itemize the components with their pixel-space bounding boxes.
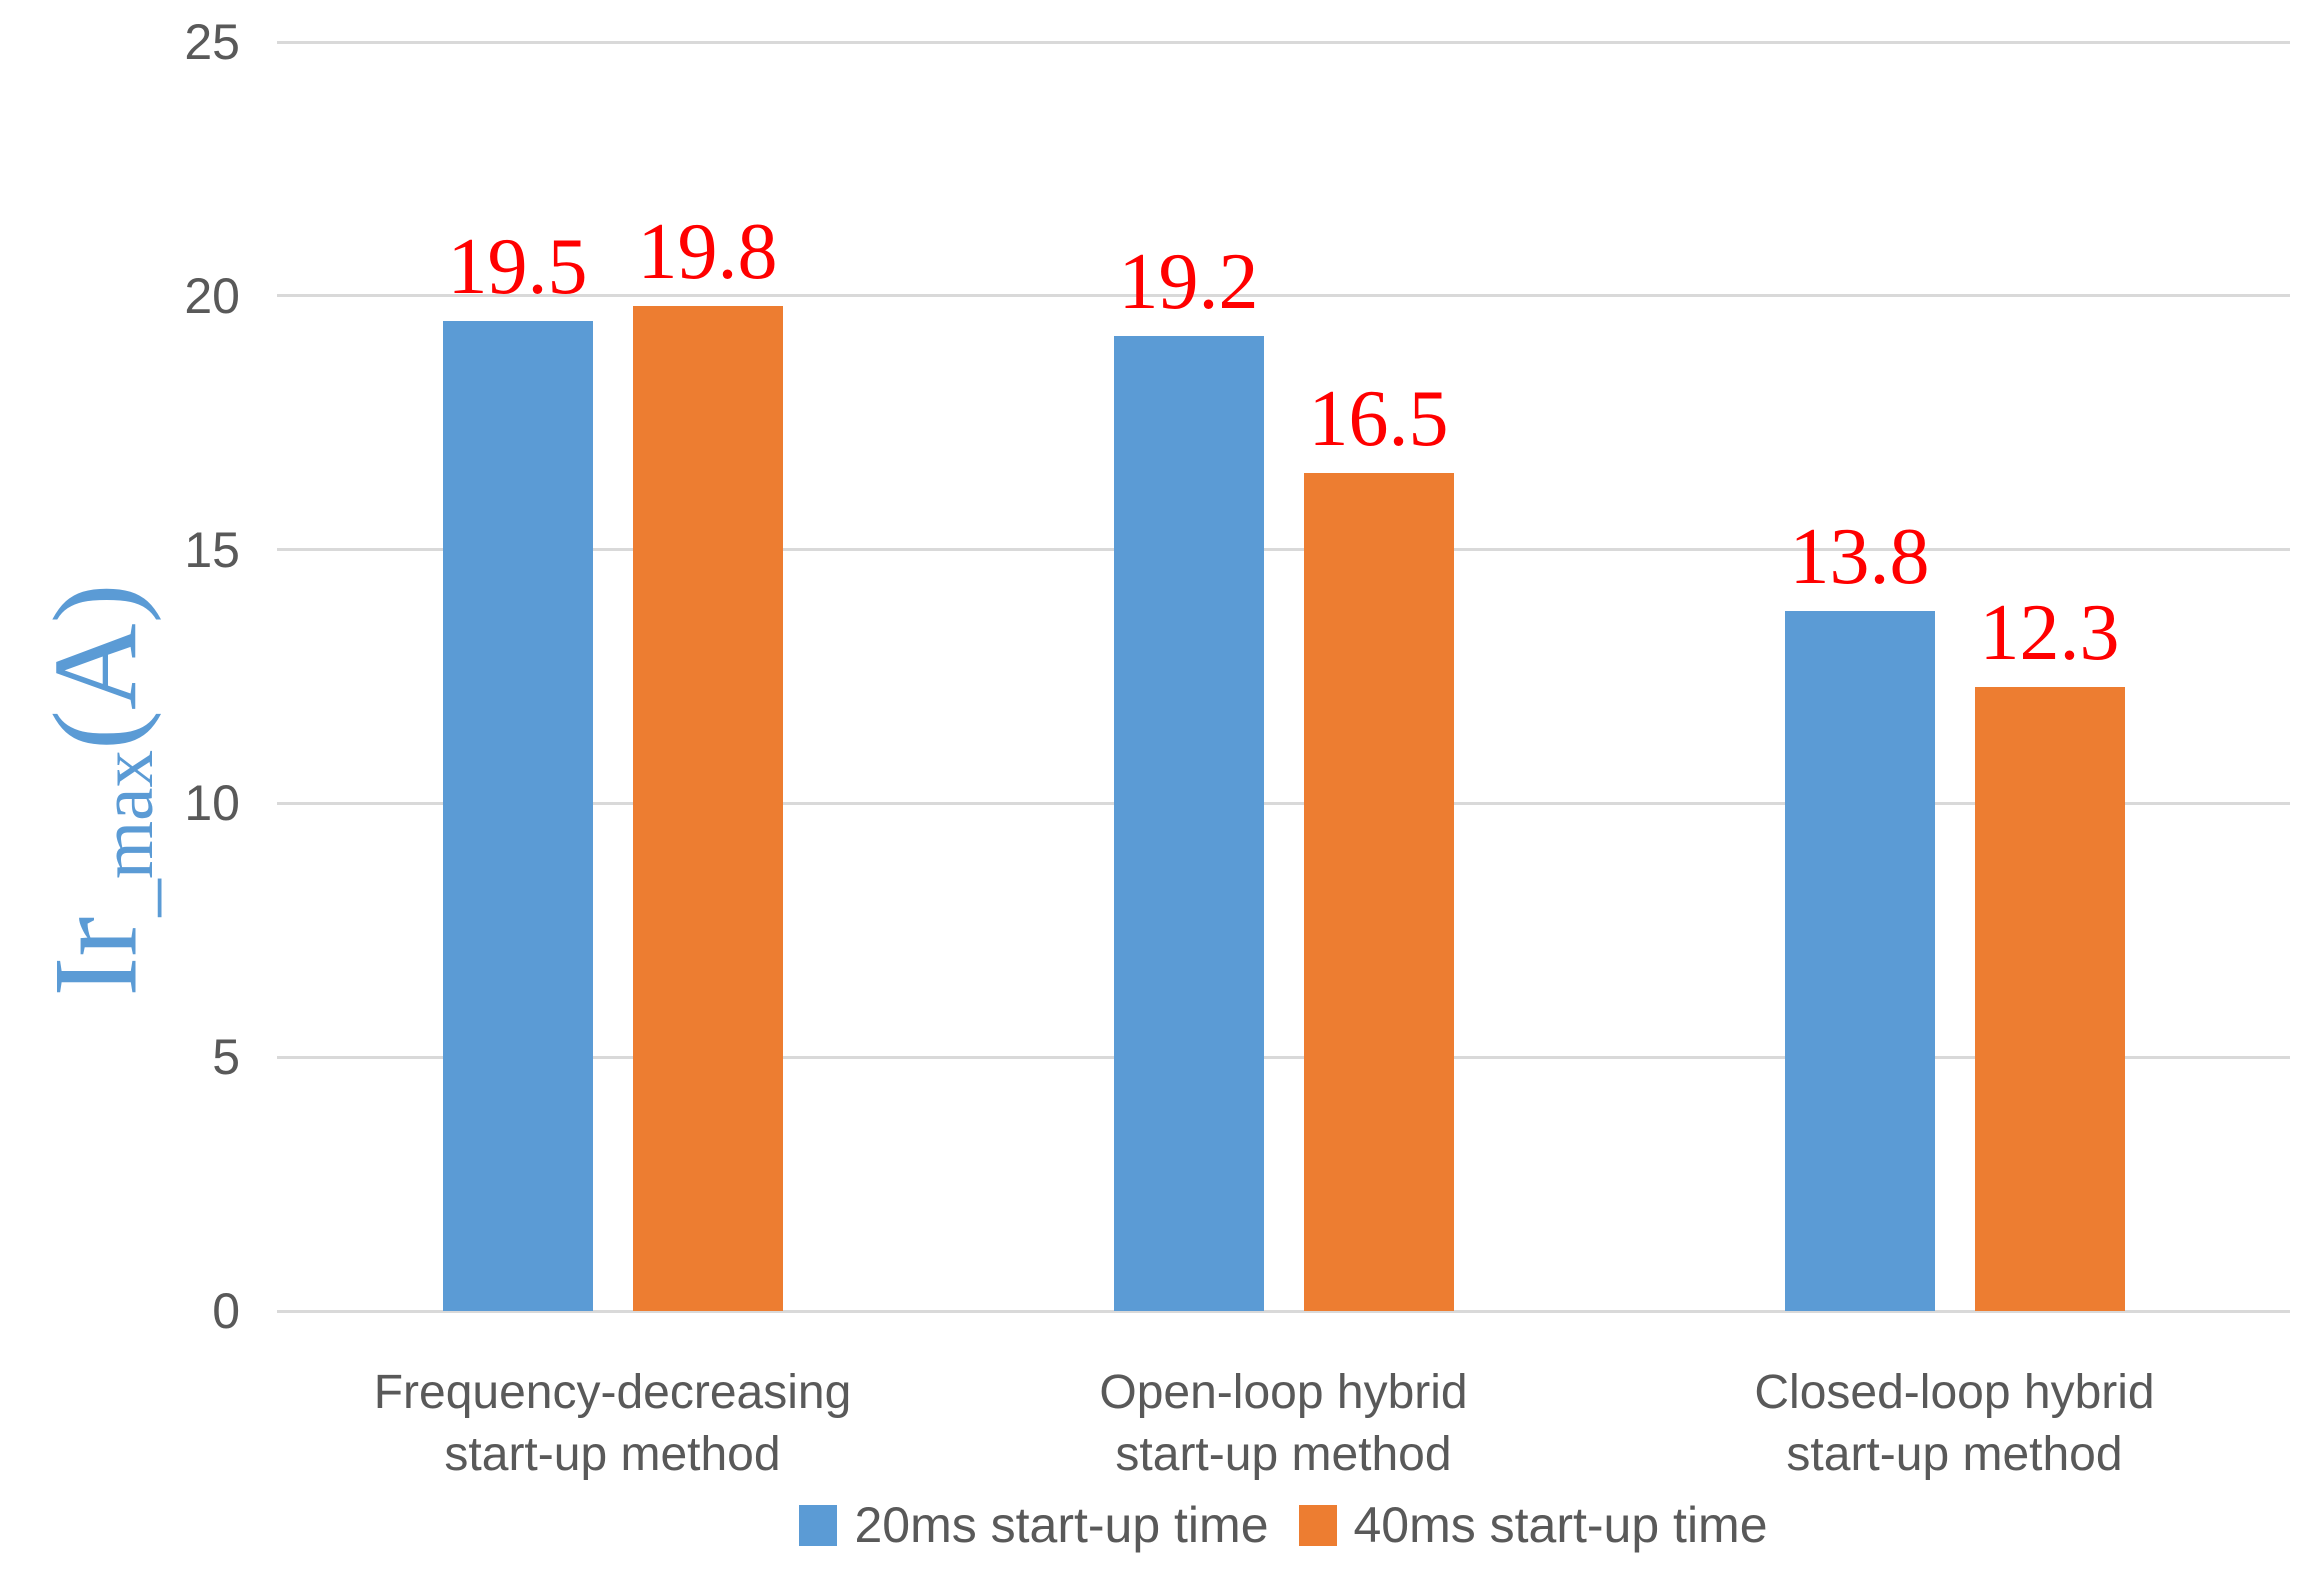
legend-entry-20ms-start-up-time: 20ms start-up time — [799, 1497, 1269, 1553]
y-axis-title-unit: (A) — [28, 583, 162, 751]
gridline-15 — [277, 548, 2290, 552]
data-label-20ms-start-up-time-cat1: 19.5 — [447, 223, 588, 312]
y-tick-label-10: 10 — [184, 775, 240, 832]
data-label-40ms-start-up-time-cat3: 12.3 — [1979, 588, 2120, 677]
data-label-40ms-start-up-time-cat2: 16.5 — [1308, 375, 1449, 464]
legend-entry-40ms-start-up-time: 40ms start-up time — [1298, 1497, 1768, 1553]
gridline-10 — [277, 801, 2290, 805]
legend-swatch-20ms-start-up-time — [799, 1504, 838, 1546]
category-label-1: Frequency-decreasing start-up method — [373, 1366, 852, 1481]
legend-label-40ms-start-up-time: 40ms start-up time — [1353, 1497, 1768, 1553]
bar-40ms-start-up-time-cat1 — [632, 305, 783, 1311]
y-tick-label-20: 20 — [184, 267, 240, 324]
legend-label-20ms-start-up-time: 20ms start-up time — [854, 1497, 1269, 1553]
bar-20ms-start-up-time-cat3 — [1784, 610, 1935, 1311]
x-axis-line — [277, 1309, 2290, 1313]
bar-20ms-start-up-time-cat1 — [442, 321, 593, 1311]
legend-swatch-40ms-start-up-time — [1298, 1504, 1337, 1546]
category-label-2: Open-loop hybrid start-up method — [1099, 1366, 1468, 1481]
data-label-20ms-start-up-time-cat3: 13.8 — [1789, 512, 1930, 601]
y-tick-label-0: 0 — [212, 1283, 240, 1339]
y-tick-label-5: 5 — [212, 1029, 240, 1086]
gridline-25 — [277, 40, 2290, 44]
gridline-20 — [277, 294, 2290, 298]
category-label-3: Closed-loop hybrid start-up method — [1754, 1366, 2155, 1481]
y-axis-title-subscript: _max — [85, 750, 169, 917]
y-axis-title-main: Ir — [28, 916, 162, 997]
data-label-20ms-start-up-time-cat2: 19.2 — [1118, 238, 1259, 327]
bar-20ms-start-up-time-cat2 — [1113, 336, 1264, 1311]
legend: 20ms start-up time 40ms start-up time — [277, 1498, 2290, 1552]
data-label-40ms-start-up-time-cat1: 19.8 — [637, 207, 778, 296]
y-tick-label-15: 15 — [184, 521, 240, 578]
bar-40ms-start-up-time-cat3 — [1974, 686, 2125, 1311]
gridline-5 — [277, 1055, 2290, 1059]
bar-40ms-start-up-time-cat2 — [1303, 473, 1454, 1311]
y-tick-label-25: 25 — [184, 14, 240, 70]
